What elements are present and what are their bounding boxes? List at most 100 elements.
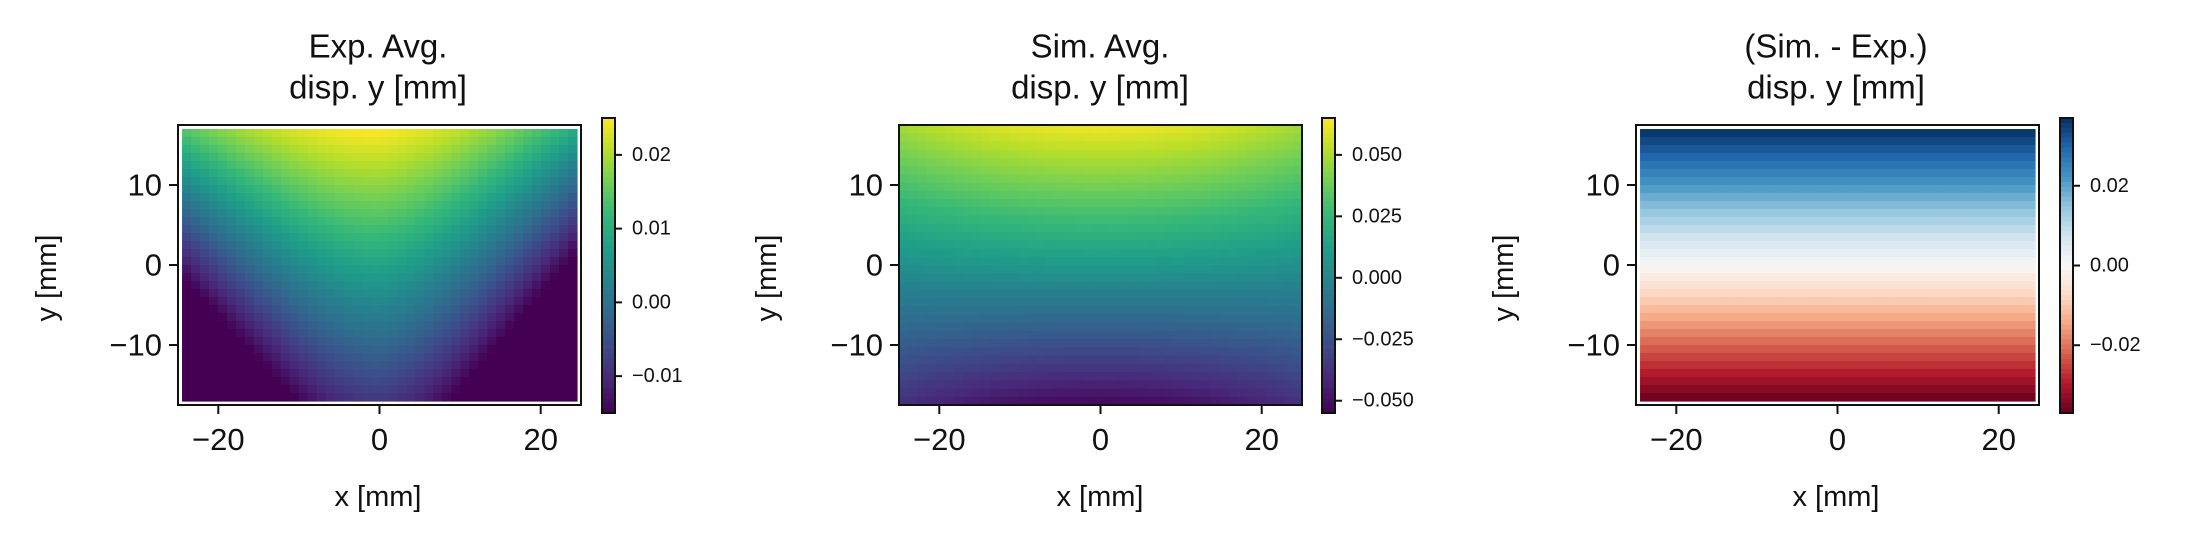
heatmap-cell <box>1891 361 1901 370</box>
heatmap-cell <box>981 322 992 332</box>
heatmap-cell <box>1008 207 1019 217</box>
heatmap-cell <box>1219 396 1230 406</box>
heatmap-cell <box>361 273 372 282</box>
heatmap-cell <box>1640 345 1650 354</box>
heatmap-cell <box>370 241 381 250</box>
heatmap-cell <box>1063 363 1074 373</box>
heatmap-cell <box>1900 137 1910 146</box>
heatmap-cell <box>316 313 327 322</box>
heatmap-cell <box>2017 161 2027 170</box>
heatmap-cell <box>1219 199 1230 208</box>
heatmap-cell <box>963 248 973 258</box>
heatmap-cell <box>1283 388 1294 398</box>
heatmap-cell <box>1936 265 1946 274</box>
heatmap-cell <box>1981 233 1991 242</box>
heatmap-cell <box>981 330 992 340</box>
heatmap-cell <box>1900 289 1910 298</box>
heatmap-cell <box>1855 337 1866 346</box>
heatmap-cell <box>550 321 560 330</box>
heatmap-cell <box>235 145 246 154</box>
heatmap-cell <box>1945 265 1955 274</box>
heatmap-cell <box>1891 345 1901 354</box>
heatmap-cell <box>1810 273 1821 282</box>
heatmap-cell <box>325 361 336 370</box>
heatmap-cell <box>1155 355 1166 365</box>
heatmap-cell <box>1765 361 1776 370</box>
heatmap-cell <box>289 337 300 346</box>
colorbar-segment <box>602 403 615 409</box>
heatmap-cell <box>2008 369 2018 378</box>
heatmap-cell <box>1981 385 1991 394</box>
heatmap-cell <box>505 297 515 306</box>
heatmap-cell <box>1219 141 1230 151</box>
heatmap-cell <box>415 241 425 250</box>
heatmap-cell <box>235 265 246 274</box>
heatmap-cell <box>1963 257 1973 266</box>
heatmap-cell <box>1292 388 1303 398</box>
heatmap-cell <box>2008 233 2018 242</box>
heatmap-cell <box>1990 305 2000 314</box>
heatmap-cell <box>972 215 983 225</box>
colorbar-segment <box>2060 358 2073 365</box>
heatmap-cell <box>1846 161 1857 170</box>
heatmap-cell <box>1018 207 1028 217</box>
heatmap-cell <box>1792 177 1803 186</box>
heatmap-cell <box>451 385 461 394</box>
heatmap-cell <box>325 321 336 330</box>
heatmap-cell <box>1909 257 1919 266</box>
heatmap-cell <box>1182 306 1193 316</box>
heatmap-cell <box>541 201 551 210</box>
heatmap-cell <box>343 361 354 370</box>
heatmap-cell <box>1846 185 1857 194</box>
heatmap-cell <box>1073 330 1083 340</box>
heatmap-cell <box>926 232 937 241</box>
heatmap-cell <box>1729 393 1740 402</box>
heatmap-cell <box>1127 149 1138 159</box>
heatmap-cell <box>406 281 417 290</box>
heatmap-cell <box>235 361 246 370</box>
heatmap-cell <box>1702 233 1713 242</box>
heatmap-cell <box>1999 353 2009 362</box>
heatmap-cell <box>460 193 470 202</box>
heatmap-cell <box>1182 363 1193 373</box>
heatmap-cell <box>469 193 479 202</box>
heatmap-cell <box>191 209 201 218</box>
heatmap-cell <box>1927 201 1937 210</box>
heatmap-cell <box>541 265 551 274</box>
heatmap-cell <box>370 353 381 362</box>
heatmap-cell <box>1801 345 1812 354</box>
heatmap-cell <box>1864 129 1875 138</box>
heatmap-cell <box>1864 297 1875 306</box>
heatmap-cell <box>253 297 264 306</box>
heatmap-cell <box>244 297 255 306</box>
heatmap-cell <box>1228 347 1239 357</box>
heatmap-cell <box>1100 149 1111 159</box>
heatmap-cell <box>1640 361 1650 370</box>
heatmap-cell <box>1073 256 1083 266</box>
heatmap-cell <box>523 177 533 186</box>
heatmap-cell <box>1666 273 1677 282</box>
heatmap-cell <box>1837 369 1848 378</box>
heatmap-cell <box>1164 363 1175 373</box>
heatmap-cell <box>1292 363 1303 373</box>
heatmap-cell <box>1720 217 1731 226</box>
heatmap-cell <box>460 257 470 266</box>
heatmap-cell <box>271 193 282 202</box>
heatmap-cell <box>1155 363 1166 373</box>
heatmap-cell <box>1891 337 1901 346</box>
heatmap-cell <box>1265 347 1276 357</box>
heatmap-cell <box>1256 207 1266 217</box>
heatmap-cell <box>1963 233 1973 242</box>
heatmap-cell <box>1891 289 1901 298</box>
heatmap-cell <box>469 145 479 154</box>
heatmap-cell <box>182 369 192 378</box>
colorbar-segment <box>1322 211 1335 217</box>
heatmap-cell <box>1091 182 1102 192</box>
heatmap-cell <box>451 377 461 386</box>
heatmap-cell <box>1936 289 1946 298</box>
heatmap-cell <box>963 215 973 225</box>
heatmap-cell <box>415 281 425 290</box>
heatmap-cell <box>1073 141 1083 151</box>
heatmap-cell <box>963 174 973 184</box>
heatmap-cell <box>1210 322 1221 332</box>
